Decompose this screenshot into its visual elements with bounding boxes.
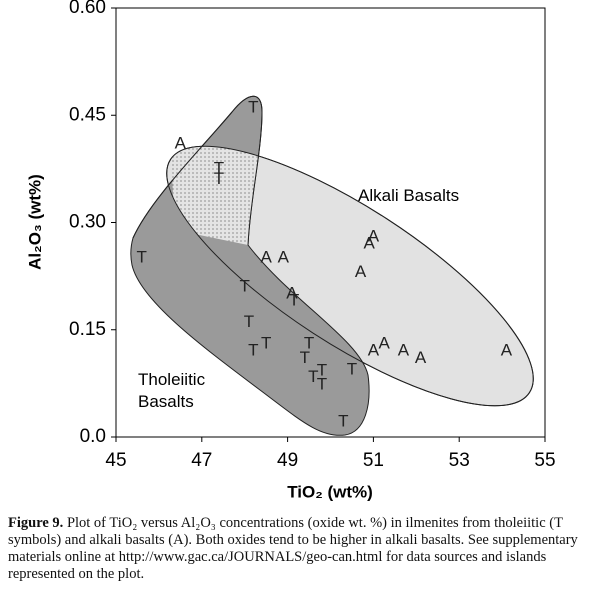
y-axis-label: Al₂O₃ (wt%) xyxy=(25,174,44,270)
region-outline xyxy=(166,145,534,407)
x-tick-label: 49 xyxy=(277,450,298,471)
point: T xyxy=(300,348,310,367)
point: A xyxy=(355,262,367,281)
x-tick-label: 55 xyxy=(534,450,555,471)
y-tick-label: 0.30 xyxy=(69,212,106,233)
point: A xyxy=(415,348,427,367)
point: A xyxy=(398,341,410,360)
plot-frame xyxy=(115,7,546,438)
point: A xyxy=(175,133,187,152)
x-tick-label: 53 xyxy=(449,450,470,471)
point: A xyxy=(368,226,380,245)
y-tick-label: 0.0 xyxy=(80,426,106,447)
point: T xyxy=(240,276,250,295)
point: T xyxy=(248,98,258,117)
point: T xyxy=(248,341,258,360)
y-tick-label: 0.15 xyxy=(69,319,106,340)
point: T xyxy=(214,169,224,188)
point: T xyxy=(244,312,254,331)
caption: Figure 9. Plot of TiO₂ versus Al₂O₃ conc… xyxy=(8,515,583,583)
x-tick-label: 45 xyxy=(105,450,126,471)
caption-text: Plot of TiO₂ versus Al₂O₃ concentrations… xyxy=(8,515,578,582)
annotation: Alkali Basalts xyxy=(358,186,459,205)
point: T xyxy=(308,367,318,386)
point: A xyxy=(286,283,298,302)
caption-label: Figure 9. xyxy=(8,515,64,531)
point: T xyxy=(338,411,348,430)
point: T xyxy=(137,248,147,267)
annotation-line: Alkali Basalts xyxy=(358,186,459,205)
point: A xyxy=(501,341,513,360)
point: A xyxy=(378,334,390,353)
point: T xyxy=(304,334,314,353)
point: A xyxy=(363,233,375,252)
y-tick-label: 0.60 xyxy=(69,0,106,18)
y-tick-label: 0.45 xyxy=(69,104,106,125)
point: A xyxy=(278,248,290,267)
point: T xyxy=(261,334,271,353)
x-tick-label: 47 xyxy=(191,450,212,471)
chart: 45 47 49 51 53 55 0.0 0.15 0.30 0.45 0.60 Alkali Ba… xyxy=(25,0,555,501)
point: A xyxy=(260,248,272,267)
annotation: Tholeiitic Basalts xyxy=(138,370,206,411)
point: A xyxy=(368,341,380,360)
point: T xyxy=(317,361,327,380)
point: T xyxy=(289,291,299,310)
point: T xyxy=(214,158,224,177)
x-axis-label: TiO₂ (wt%) xyxy=(287,482,373,501)
annotation-line: Tholeiitic xyxy=(138,370,206,389)
point: T xyxy=(317,374,327,393)
annotation-line: Basalts xyxy=(138,392,194,411)
x-tick-label: 51 xyxy=(363,450,384,471)
point: T xyxy=(347,359,357,378)
